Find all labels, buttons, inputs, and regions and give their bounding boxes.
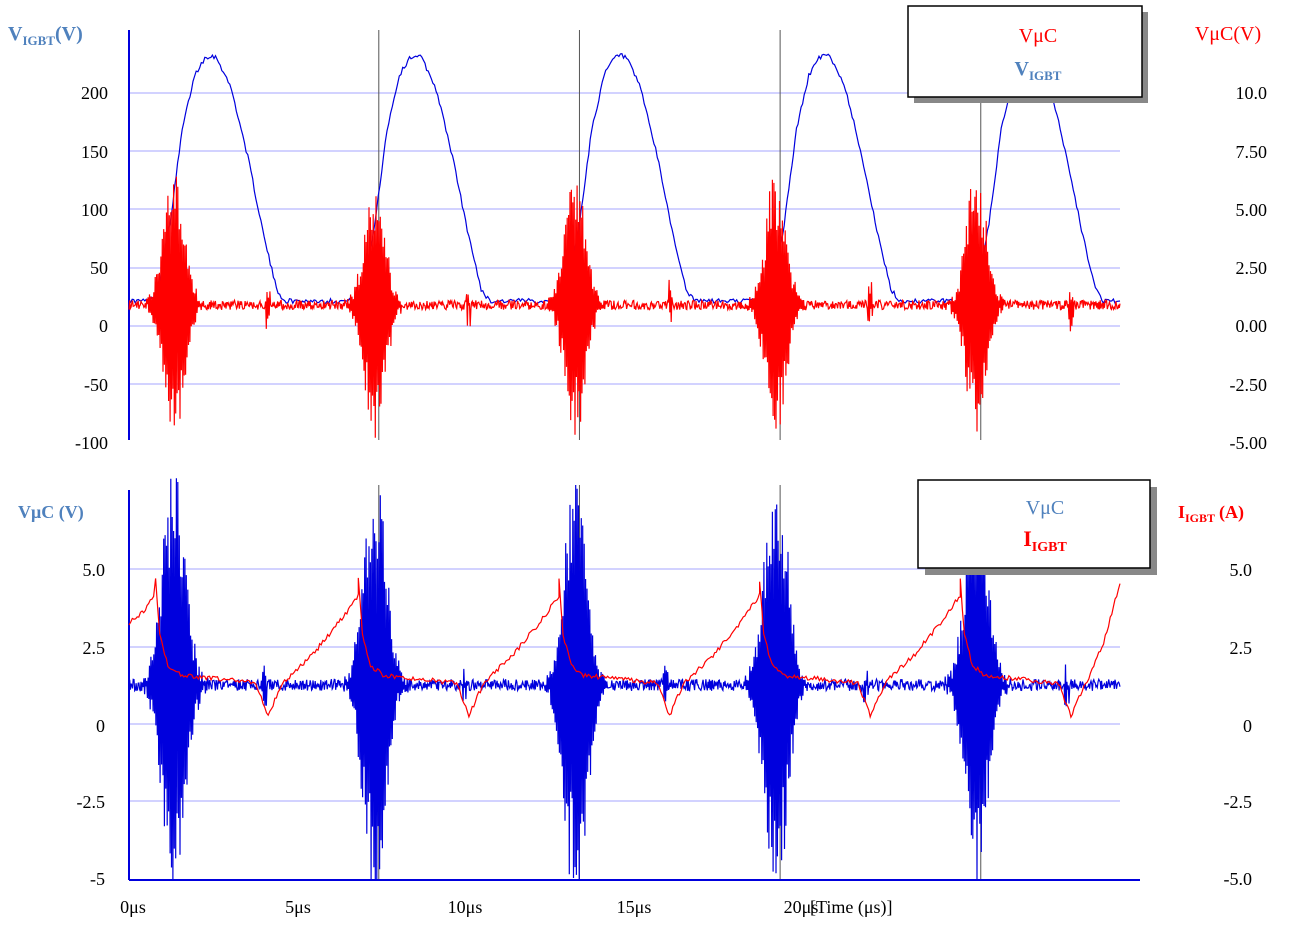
x-tick-label: 15μs bbox=[617, 897, 652, 917]
legend-entry-vuc: VμC bbox=[1026, 497, 1065, 519]
right-tick-label: 2.50 bbox=[1236, 258, 1268, 278]
series-line-vc bbox=[128, 176, 1121, 438]
right-axis-label-bottom: IIGBT (A) bbox=[1178, 502, 1244, 525]
left-tick-label: 0 bbox=[99, 316, 108, 336]
left-tick-label: 50 bbox=[90, 258, 108, 278]
right-tick-label: 0 bbox=[1243, 716, 1252, 736]
left-tick-label: 2.5 bbox=[83, 638, 106, 658]
legend-entry-vuc: VμC bbox=[1019, 25, 1058, 47]
right-tick-label: -2.5 bbox=[1224, 792, 1253, 812]
left-tick-label: 150 bbox=[81, 142, 108, 162]
right-tick-label: 0.00 bbox=[1236, 316, 1268, 336]
legend-top: VμC VIGBT bbox=[907, 5, 1148, 103]
right-tick-label: 10.0 bbox=[1236, 83, 1268, 103]
right-tick-label: -5.00 bbox=[1230, 433, 1268, 453]
left-axis-label-top: VIGBT(V) bbox=[8, 23, 83, 48]
legend-entry-vigbt: VIGBT bbox=[1015, 58, 1062, 83]
left-tick-label: -5 bbox=[90, 869, 105, 889]
left-tick-label: 0 bbox=[96, 716, 105, 736]
right-tick-label: 2.5 bbox=[1230, 638, 1253, 658]
legend-entry-iigbt: IIGBT bbox=[1023, 526, 1067, 555]
right-tick-label: 5.00 bbox=[1236, 200, 1268, 220]
x-tick-label: 10μs bbox=[448, 897, 483, 917]
legend-bottom: VμC IIGBT bbox=[917, 479, 1157, 575]
left-tick-label: -100 bbox=[75, 433, 108, 453]
right-tick-label: 7.50 bbox=[1236, 142, 1268, 162]
right-tick-label: -2.50 bbox=[1230, 375, 1268, 395]
x-tick-label: 5μs bbox=[285, 897, 311, 917]
right-tick-label: 5.0 bbox=[1230, 560, 1253, 580]
x-axis-title: [Time (μs)] bbox=[810, 897, 893, 918]
left-tick-label: 200 bbox=[81, 83, 108, 103]
right-axis-label-top: VμC(V) bbox=[1195, 23, 1261, 45]
left-tick-label: 100 bbox=[81, 200, 108, 220]
series-line-iigbt bbox=[128, 577, 1121, 720]
series-line-vc bbox=[128, 478, 1121, 881]
x-tick-label: 0μs bbox=[120, 897, 146, 917]
right-tick-label: -5.0 bbox=[1224, 869, 1253, 889]
left-tick-label: -2.5 bbox=[77, 792, 106, 812]
series-group-top bbox=[128, 52, 1121, 438]
left-tick-label: -50 bbox=[84, 375, 108, 395]
x-tick-label: 20μs bbox=[784, 897, 819, 917]
left-axis-label-bottom: VμC (V) bbox=[18, 502, 84, 523]
panel-bottom: VμC (V) IIGBT (A) 5.0 2.5 0 -2.5 -5 5.0 2… bbox=[18, 478, 1252, 918]
series-group-bottom bbox=[128, 478, 1121, 881]
panel-top: VIGBT(V) VμC(V) 200 150 100 50 0 -50 -10… bbox=[8, 5, 1268, 453]
left-tick-label: 5.0 bbox=[83, 560, 106, 580]
